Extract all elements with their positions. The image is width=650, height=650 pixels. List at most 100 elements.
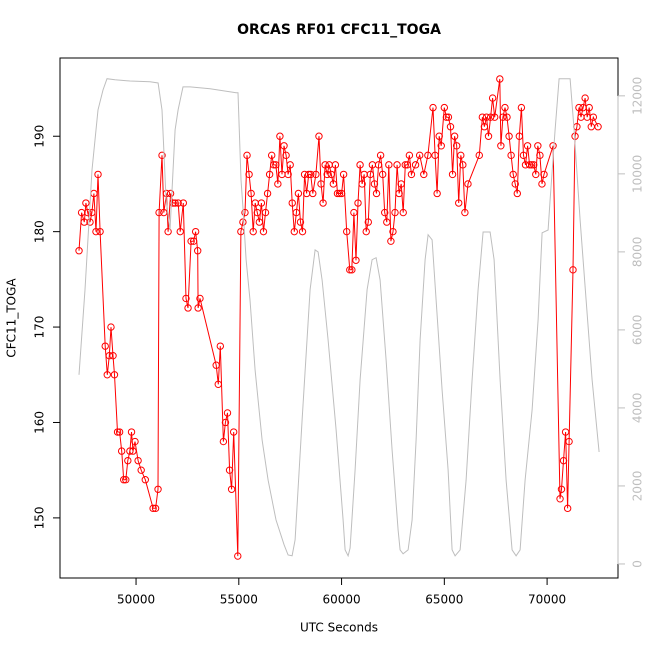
y-tick-label: 160 bbox=[33, 411, 47, 434]
data-point bbox=[124, 456, 132, 465]
data-point bbox=[158, 151, 166, 160]
data-point bbox=[381, 208, 389, 217]
data-point bbox=[565, 437, 573, 446]
data-point bbox=[509, 170, 517, 179]
data-point bbox=[75, 247, 83, 255]
data-point bbox=[348, 266, 356, 274]
data-point bbox=[229, 428, 238, 436]
data-point bbox=[440, 103, 449, 112]
data-point bbox=[459, 161, 467, 169]
data-point bbox=[225, 466, 234, 474]
data-point bbox=[399, 208, 407, 217]
y2-tick-label: 0 bbox=[631, 560, 645, 568]
data-point bbox=[309, 189, 317, 198]
data-point bbox=[378, 170, 387, 179]
data-point bbox=[444, 113, 453, 121]
data-point bbox=[84, 208, 92, 217]
data-point bbox=[333, 189, 342, 198]
data-point bbox=[298, 227, 307, 236]
y-tick-label: 170 bbox=[33, 316, 47, 339]
data-point bbox=[171, 199, 179, 207]
data-point bbox=[556, 495, 564, 503]
data-point bbox=[234, 552, 242, 560]
data-point bbox=[557, 485, 566, 493]
data-point bbox=[549, 142, 557, 150]
data-point bbox=[327, 170, 335, 179]
data-point bbox=[221, 418, 230, 427]
data-point bbox=[376, 151, 385, 160]
x-axis-label: UTC Seconds bbox=[300, 621, 378, 635]
data-point bbox=[496, 75, 504, 83]
data-point bbox=[194, 304, 202, 312]
y2-tick-label: 6000 bbox=[631, 315, 645, 346]
y2-tick-label: 2000 bbox=[631, 471, 645, 502]
data-point bbox=[317, 180, 325, 188]
data-point bbox=[433, 189, 441, 198]
data-point bbox=[513, 189, 521, 198]
data-point bbox=[179, 199, 188, 207]
data-point bbox=[321, 161, 329, 169]
data-point bbox=[407, 170, 416, 179]
data-point bbox=[127, 428, 136, 436]
data-point bbox=[581, 94, 589, 102]
data-point bbox=[387, 237, 395, 245]
data-point bbox=[530, 161, 538, 169]
data-point bbox=[126, 447, 134, 455]
data-point bbox=[393, 161, 401, 169]
data-point bbox=[482, 113, 491, 121]
data-point bbox=[223, 409, 232, 417]
data-point bbox=[480, 122, 489, 131]
y-tick-label: 150 bbox=[33, 506, 47, 529]
data-point bbox=[261, 208, 270, 217]
data-point bbox=[372, 189, 381, 198]
data-point bbox=[296, 218, 305, 226]
data-point bbox=[109, 351, 117, 360]
data-point bbox=[411, 161, 420, 169]
data-point bbox=[511, 180, 519, 188]
data-point bbox=[184, 304, 192, 312]
data-point bbox=[527, 161, 536, 169]
data-point bbox=[457, 151, 465, 160]
data-point bbox=[437, 142, 445, 150]
data-point bbox=[149, 504, 157, 513]
data-point bbox=[88, 208, 96, 217]
data-point bbox=[312, 170, 320, 179]
data-point bbox=[105, 351, 114, 360]
data-point bbox=[435, 132, 443, 140]
data-point bbox=[80, 218, 88, 226]
data-point bbox=[154, 485, 162, 493]
data-point bbox=[446, 122, 455, 131]
data-point bbox=[519, 151, 528, 160]
data-point bbox=[486, 113, 495, 121]
data-point bbox=[503, 113, 511, 121]
data-point bbox=[155, 208, 163, 217]
data-point bbox=[272, 161, 280, 169]
data-point bbox=[174, 199, 182, 207]
data-point bbox=[540, 170, 548, 179]
data-point bbox=[488, 94, 497, 102]
data-point bbox=[176, 227, 184, 236]
data-point bbox=[397, 180, 405, 188]
data-point bbox=[374, 161, 383, 169]
x-tick-label: 60000 bbox=[322, 593, 360, 607]
data-point bbox=[265, 170, 274, 179]
data-point bbox=[452, 142, 461, 150]
data-point bbox=[134, 456, 142, 465]
data-point bbox=[362, 227, 370, 236]
data-point bbox=[354, 199, 362, 207]
data-point bbox=[270, 161, 278, 169]
data-point bbox=[401, 161, 409, 169]
data-point bbox=[420, 170, 428, 179]
data-point bbox=[227, 485, 236, 493]
data-point bbox=[304, 170, 313, 179]
data-point bbox=[247, 189, 255, 198]
data-point bbox=[358, 180, 366, 188]
data-point bbox=[395, 189, 403, 198]
data-point bbox=[113, 428, 122, 436]
data-point bbox=[538, 180, 546, 188]
data-point bbox=[94, 170, 102, 179]
data-point bbox=[212, 361, 220, 369]
data-point bbox=[484, 132, 493, 140]
data-point bbox=[356, 161, 364, 169]
